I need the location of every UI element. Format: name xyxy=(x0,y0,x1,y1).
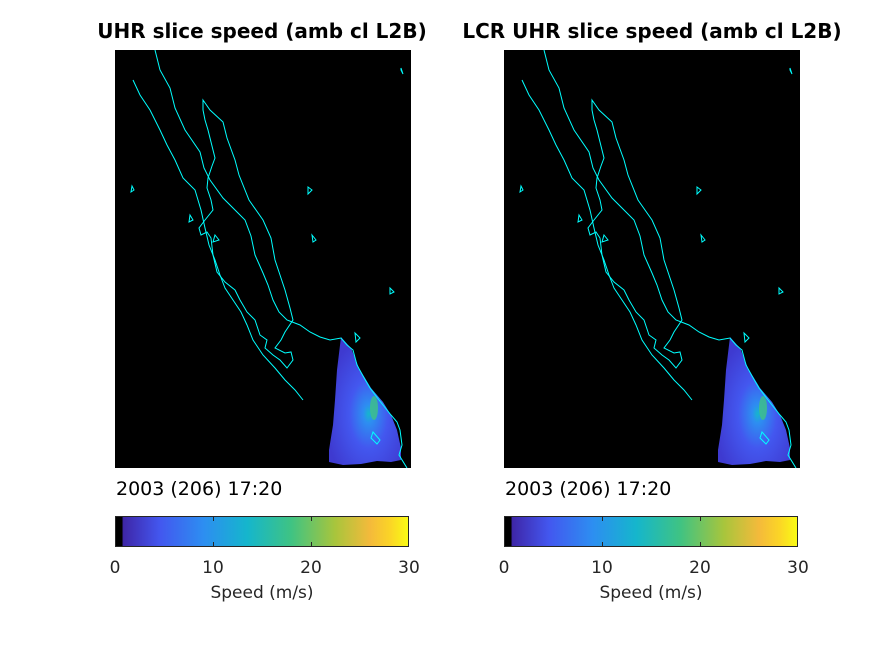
coastline-islet-5 xyxy=(389,286,395,295)
right-speed-map xyxy=(504,50,800,468)
coastline-islet-6 xyxy=(601,233,609,243)
coastline-islet-7 xyxy=(789,67,793,75)
wind-maximum xyxy=(759,396,767,420)
coastline-islet-3 xyxy=(696,186,702,196)
coastline-islet-1 xyxy=(130,184,135,194)
coastline-islet-7 xyxy=(400,67,404,75)
left-colorbar-tick-0: 0 xyxy=(109,558,121,578)
left-colorbar-tick-20: 20 xyxy=(300,558,322,578)
left-timestamp: 2003 (206) 17:20 xyxy=(116,478,283,500)
coastline-islet-4 xyxy=(311,233,317,243)
right-colorbar-tick-0: 0 xyxy=(498,558,510,578)
coastline-group xyxy=(130,50,408,468)
left-colorbar-tick-10: 10 xyxy=(202,558,224,578)
right-colorbar-tick-30: 30 xyxy=(787,558,809,578)
coastline-islet-8 xyxy=(759,431,770,445)
left-panel-title: UHR slice speed (amb cl L2B) xyxy=(97,19,427,43)
coastline-group xyxy=(519,50,797,468)
coastline-peninsula xyxy=(587,98,683,369)
wind-maximum xyxy=(370,396,378,420)
coastline-mainland xyxy=(154,50,408,468)
coastline-peninsula xyxy=(198,98,294,369)
coastline-islet-2 xyxy=(577,213,583,223)
left-colorbar-tick-30: 30 xyxy=(398,558,420,578)
coastline-peninsula-west xyxy=(521,79,693,401)
right-colorbar-tick-20: 20 xyxy=(689,558,711,578)
coastline-islet-4 xyxy=(700,233,706,243)
coastline-islet-6 xyxy=(212,233,220,243)
coastline-islet-8 xyxy=(370,431,381,445)
coastline-mainland xyxy=(543,50,797,468)
left-colorbar xyxy=(115,516,409,547)
coastline-islet-9 xyxy=(354,331,361,344)
right-colorbar xyxy=(504,516,798,547)
right-panel-title: LCR UHR slice speed (amb cl L2B) xyxy=(462,19,842,43)
wind-swath xyxy=(329,337,401,465)
left-colorbar-label: Speed (m/s) xyxy=(210,583,314,603)
coastline-islet-5 xyxy=(778,286,784,295)
coastline-islet-9 xyxy=(743,331,750,344)
coastline-islet-2 xyxy=(188,213,194,223)
coastline-peninsula-west xyxy=(132,79,304,401)
right-timestamp: 2003 (206) 17:20 xyxy=(505,478,672,500)
coastline-islet-1 xyxy=(519,184,524,194)
right-colorbar-label: Speed (m/s) xyxy=(599,583,703,603)
coastline-islet-3 xyxy=(307,186,313,196)
wind-swath xyxy=(718,337,790,465)
right-colorbar-tick-10: 10 xyxy=(591,558,613,578)
left-speed-map xyxy=(115,50,411,468)
